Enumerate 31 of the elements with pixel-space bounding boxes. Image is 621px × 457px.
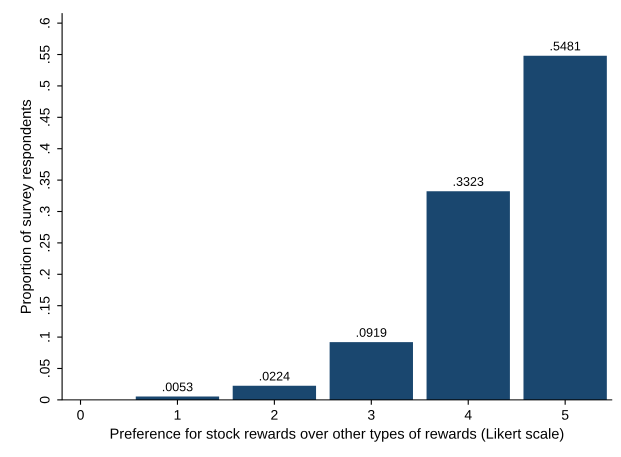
x-tick-label: 0 [77,410,84,420]
x-tick-label: 4 [464,410,472,420]
bar [426,191,510,400]
y-tick-label: .25 [40,234,50,252]
x-tick-label: 3 [368,410,375,420]
y-tick-label: .45 [40,108,50,126]
y-tick-label: .05 [40,359,50,377]
y-tick-label: .35 [40,171,50,188]
y-tick-label: .2 [40,269,50,279]
y-tick-label: .55 [40,45,50,63]
y-axis-title: Proportion of survey respondents [20,100,34,313]
x-tick-label: 5 [562,410,568,420]
y-tick-label: .4 [40,143,50,154]
data-label: .0053 [162,382,193,392]
y-tick-label: .15 [40,296,50,314]
bar [330,342,413,400]
x-tick-label: 2 [271,410,278,420]
y-tick-label: .3 [40,206,50,216]
y-tick-label: .6 [40,18,50,28]
bar [523,56,607,400]
data-label: .5481 [550,42,580,50]
y-tick-label: .1 [40,332,50,342]
bar [136,396,220,400]
y-tick-label: 0 [40,396,50,404]
data-label: .0919 [356,328,386,337]
x-axis-title: Preference for stock rewards over other types of rewards (Likert scale) [110,428,564,442]
bar [232,386,316,400]
x-tick-label: 1 [174,410,181,420]
y-tick-label: .5 [40,80,50,90]
data-label: .3323 [454,177,484,186]
data-label: .0224 [260,372,290,381]
